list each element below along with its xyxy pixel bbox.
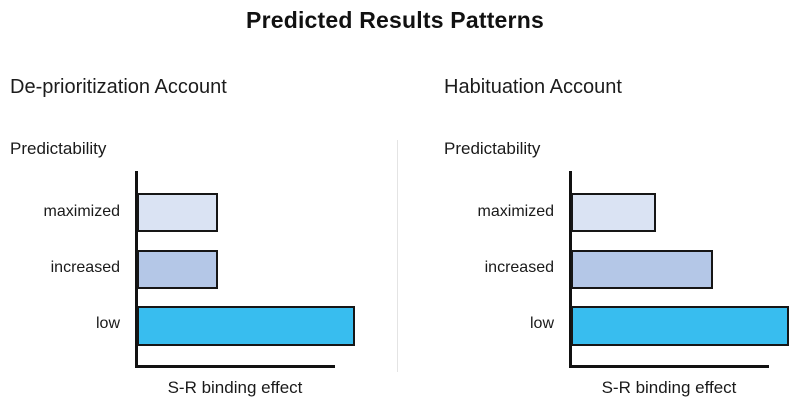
x-axis-label: S-R binding effect <box>601 378 737 397</box>
bar-maximized <box>137 193 218 232</box>
chart-subtitle: De-prioritization Account <box>10 76 227 98</box>
y-axis-line <box>569 171 572 368</box>
category-label-low: low <box>529 315 554 332</box>
bar-low <box>571 306 789 346</box>
x-axis-line <box>569 365 769 368</box>
bar-low <box>137 306 355 346</box>
y-axis-label: Predictability <box>444 139 541 158</box>
x-axis-line <box>135 365 335 368</box>
category-label-maximized: maximized <box>43 203 120 220</box>
category-label-maximized: maximized <box>477 203 554 220</box>
chart-deprioritization: De-prioritization Account Predictability… <box>0 0 366 411</box>
chart-subtitle: Habituation Account <box>444 76 622 98</box>
bar-increased <box>137 250 218 289</box>
figure-title: Predicted Results Patterns <box>246 7 544 33</box>
category-label-increased: increased <box>50 259 120 276</box>
bar-maximized <box>571 193 656 232</box>
y-axis-line <box>135 171 138 368</box>
chart-habituation: Habituation Account Predictability maxim… <box>434 0 800 411</box>
x-axis-label: S-R binding effect <box>167 378 303 397</box>
panel-divider-line <box>397 140 398 372</box>
category-label-increased: increased <box>484 259 554 276</box>
category-label-low: low <box>95 315 120 332</box>
y-axis-label: Predictability <box>10 139 107 158</box>
bar-increased <box>571 250 713 289</box>
